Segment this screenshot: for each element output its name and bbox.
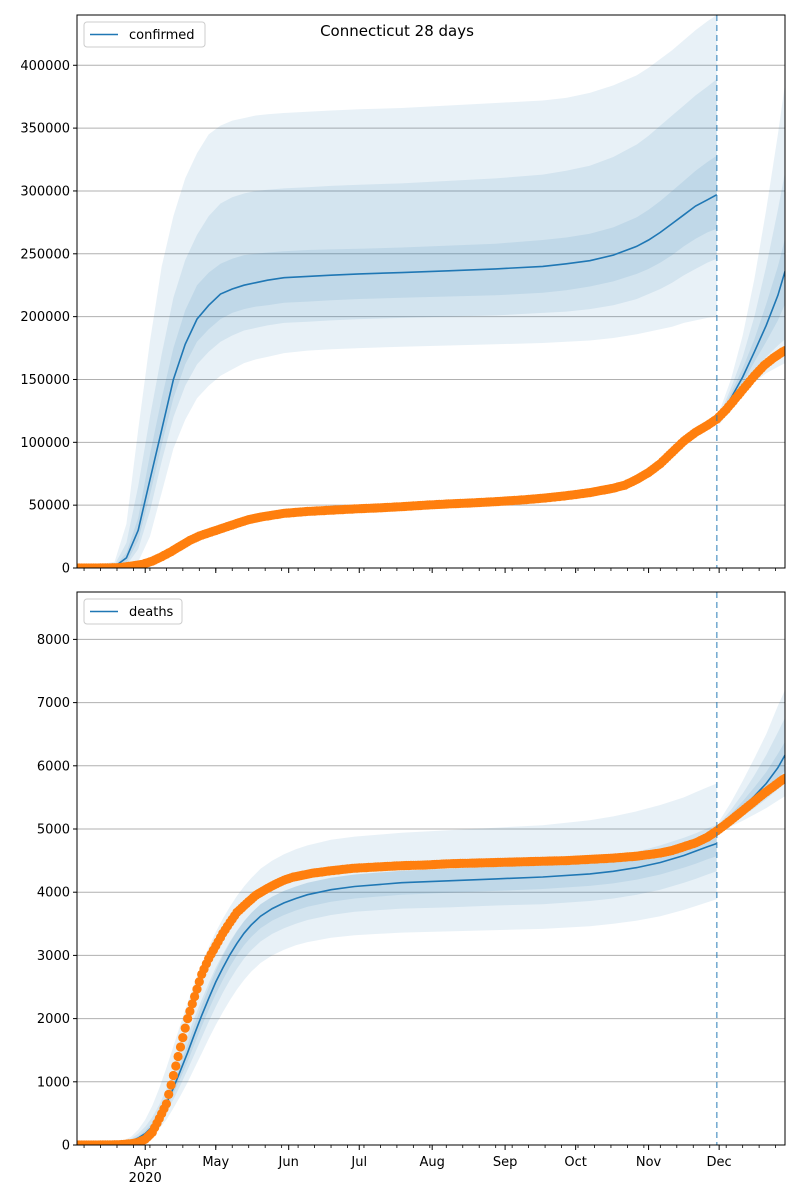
observed-point xyxy=(183,1014,193,1024)
observed-point xyxy=(190,991,200,1002)
y-tick-label: 1000 xyxy=(37,1075,70,1090)
x-tick-label: Nov xyxy=(636,1155,662,1170)
legend: confirmed xyxy=(83,21,206,48)
plot-area xyxy=(77,690,785,1145)
y-tick-label: 400000 xyxy=(20,59,70,74)
y-tick-label: 250000 xyxy=(20,247,70,262)
observed-point xyxy=(175,1042,186,1052)
observed-point xyxy=(780,773,785,783)
observed-point xyxy=(185,1006,195,1016)
legend-box xyxy=(83,21,206,48)
y-tick-label: 350000 xyxy=(20,122,70,137)
fit-band xyxy=(77,783,717,1145)
y-tick-label: 4000 xyxy=(37,886,70,901)
y-tick-label: 200000 xyxy=(20,310,70,325)
observed-point xyxy=(173,1051,183,1062)
legend-label: deaths xyxy=(129,605,174,620)
plot-area xyxy=(77,15,785,568)
y-tick-label: 6000 xyxy=(37,759,70,774)
y-tick-label: 7000 xyxy=(37,696,70,711)
y-tick-label: 150000 xyxy=(20,373,70,388)
y-tick-label: 300000 xyxy=(20,184,70,199)
fit-band xyxy=(77,831,717,1145)
observed-point xyxy=(192,984,202,994)
observed-point xyxy=(171,1061,181,1071)
x-tick-label: Jun xyxy=(278,1155,299,1170)
legend-box xyxy=(83,598,183,625)
observed-point xyxy=(178,1033,188,1043)
axes-frame xyxy=(76,14,786,569)
observed-point xyxy=(166,1080,176,1090)
observed-point xyxy=(168,1070,178,1081)
confirmed-panel: 0 50000 100000 150000 200000 250000 300000 3500… xyxy=(20,14,786,577)
y-tick-label: 100000 xyxy=(20,436,70,451)
x-tick-label: May xyxy=(202,1155,229,1170)
deaths-panel: 0 1000 2000 3000 4000 5000 6000 7000 8000 Apr May J… xyxy=(37,591,786,1186)
x-tick-label: Jul xyxy=(350,1155,367,1170)
x-tick-label: Aug xyxy=(419,1155,444,1170)
y-tick-label: 8000 xyxy=(37,633,70,648)
observed-point xyxy=(180,1023,190,1033)
x-tick-label: Sep xyxy=(493,1155,518,1170)
observed-point xyxy=(187,999,197,1009)
y-tick-label: 2000 xyxy=(37,1012,70,1027)
y-tick-label: 50000 xyxy=(29,499,70,514)
fit-band xyxy=(77,79,717,568)
y-tick-label: 0 xyxy=(62,562,70,577)
y-tick-label: 0 xyxy=(62,1139,70,1154)
x-tick-label: Dec xyxy=(707,1155,732,1170)
forecast-band xyxy=(719,84,785,425)
axes-frame xyxy=(76,591,786,1146)
figure-title: Connecticut 28 days xyxy=(320,22,474,40)
fit-band xyxy=(77,15,717,568)
legend-label: confirmed xyxy=(129,28,195,43)
y-tick-label: 3000 xyxy=(37,949,70,964)
x-tick-label: Oct xyxy=(564,1155,586,1170)
legend: deaths xyxy=(83,598,183,625)
model-fit-line xyxy=(77,193,718,568)
fit-band xyxy=(77,155,717,568)
observed-point xyxy=(161,1099,171,1109)
x-year-label: 2020 xyxy=(129,1171,162,1186)
x-tick-label: Apr xyxy=(134,1155,157,1170)
observed-point xyxy=(780,346,785,356)
forecast-band xyxy=(719,690,785,832)
observed-point xyxy=(164,1089,174,1099)
y-tick-label: 5000 xyxy=(37,823,70,838)
observed-point xyxy=(194,977,204,987)
forecast-band xyxy=(719,238,785,421)
